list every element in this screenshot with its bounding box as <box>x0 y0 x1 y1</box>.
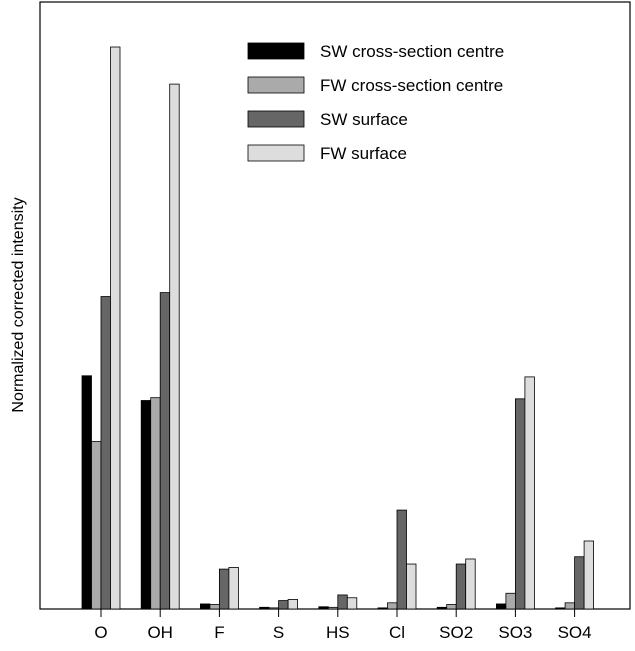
bar-cl-fw-cross-section-centre <box>387 602 398 610</box>
bar-o-fw-surface <box>110 46 121 610</box>
bar-so2-fw-surface <box>465 558 476 610</box>
x-tick-label-cl: Cl <box>389 623 405 642</box>
legend-swatch-fw-surface <box>247 144 305 162</box>
bar-cl-fw-surface <box>406 563 417 610</box>
bar-o-sw-cross-section-centre <box>81 375 92 610</box>
bar-f-fw-cross-section-centre <box>209 604 220 610</box>
bar-so2-sw-surface <box>455 563 467 610</box>
bar-f-sw-cross-section-centre <box>199 603 211 610</box>
y-axis-label: Normalized corrected intensity <box>10 197 27 412</box>
x-tick-label-o: O <box>94 623 107 642</box>
bar-so3-sw-surface <box>515 398 526 610</box>
bar-oh-sw-surface <box>159 292 171 610</box>
x-tick-label-hs: HS <box>326 623 350 642</box>
x-tick-label-so3: SO3 <box>498 623 532 642</box>
legend-label-sw-cross-section-centre: SW cross-section centre <box>320 42 504 61</box>
bar-cl-sw-cross-section-centre <box>377 607 388 610</box>
x-tick-label-so2: SO2 <box>439 623 473 642</box>
bar-so3-fw-surface <box>524 376 535 610</box>
bars-group <box>81 46 594 610</box>
bar-cl-sw-surface <box>396 509 407 610</box>
bar-hs-sw-cross-section-centre <box>318 606 329 610</box>
bar-so3-sw-cross-section-centre <box>495 603 507 610</box>
bar-so4-sw-surface <box>574 556 585 610</box>
legend-swatch-sw-surface <box>247 110 305 128</box>
bar-so4-sw-cross-section-centre <box>555 607 566 610</box>
bar-s-fw-surface <box>287 599 299 610</box>
bar-so2-sw-cross-section-centre <box>436 606 448 610</box>
bar-o-fw-cross-section-centre <box>91 441 102 610</box>
bar-oh-fw-surface <box>169 83 180 610</box>
legend-label-sw-surface: SW surface <box>320 110 408 129</box>
x-tick-label-so4: SO4 <box>558 623 592 642</box>
x-tick-group: O OH F S HS Cl SO2 SO3 SO4 <box>94 609 592 642</box>
bar-s-sw-cross-section-centre <box>259 606 270 610</box>
bar-so2-fw-cross-section-centre <box>446 604 457 610</box>
bar-o-sw-surface <box>100 296 111 610</box>
legend-swatch-sw-cross-section-centre <box>247 42 305 60</box>
bar-hs-sw-surface <box>337 594 348 610</box>
bar-oh-sw-cross-section-centre <box>140 400 152 610</box>
legend: SW cross-section centre FW cross-section … <box>247 42 504 163</box>
bar-hs-fw-cross-section-centre <box>327 606 339 610</box>
legend-label-fw-cross-section-centre: FW cross-section centre <box>320 76 503 95</box>
bar-so4-fw-cross-section-centre <box>564 602 575 610</box>
x-tick-label-s: S <box>273 623 284 642</box>
bar-so4-fw-surface <box>583 540 594 610</box>
legend-swatch-fw-cross-section-centre <box>247 76 305 94</box>
x-tick-label-f: F <box>214 623 224 642</box>
x-tick-label-oh: OH <box>147 623 173 642</box>
legend-label-fw-surface: FW surface <box>320 144 407 163</box>
bar-s-fw-cross-section-centre <box>268 607 280 610</box>
bar-s-sw-surface <box>278 600 289 610</box>
bar-hs-fw-surface <box>346 597 358 610</box>
bar-so3-fw-cross-section-centre <box>505 592 516 610</box>
bar-f-sw-surface <box>218 568 230 610</box>
bar-oh-fw-cross-section-centre <box>150 397 161 610</box>
bar-f-fw-surface <box>228 567 239 610</box>
